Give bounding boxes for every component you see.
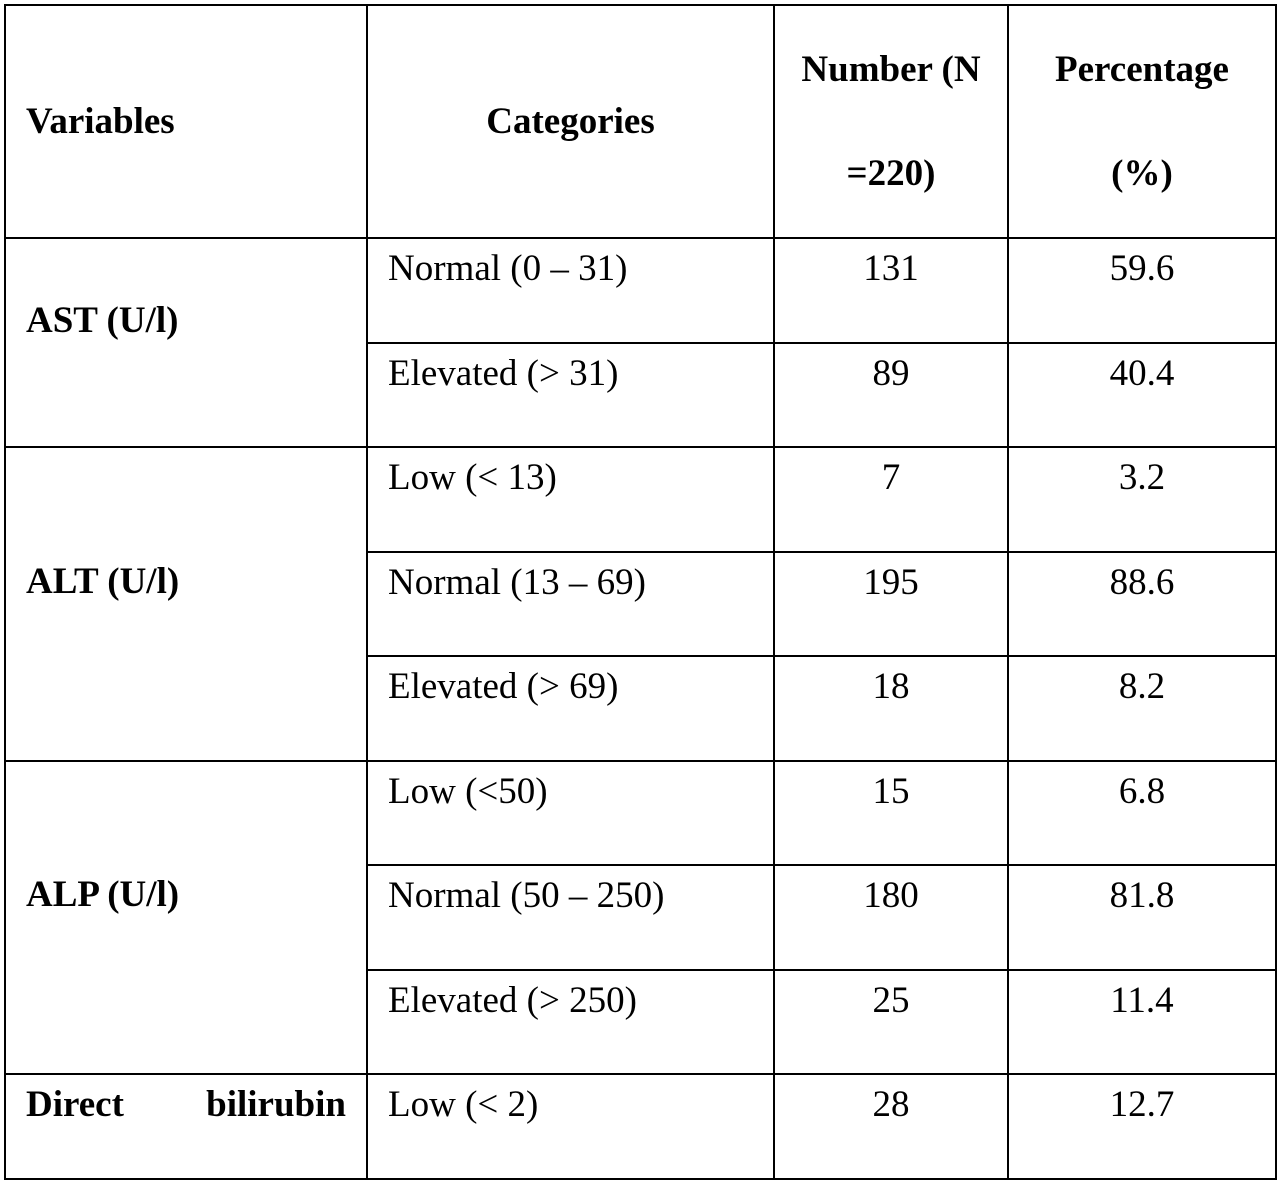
percentage-cell: 40.4 [1007,341,1277,448]
variable-cell: ALT (U/l) [4,446,368,762]
table-row: Normal (50 – 250) 180 81.8 [5,864,1277,971]
table-row: AST (U/l) Normal (0 – 31) 131 59.6 [4,237,1277,448]
table-row: Elevated (> 250) 25 11.4 [5,968,1277,1075]
variable-cell: ALP (U/l) [4,759,368,1075]
percentage-cell: 81.8 [1007,864,1277,971]
percentage-cell: 12.7 [1007,1073,1277,1180]
number-cell: 89 [773,341,1009,448]
number-cell: 131 [773,237,1009,344]
number-cell: 15 [773,759,1009,866]
table-row: Elevated (> 69) 18 8.2 [5,655,1277,762]
table-row: Direct bilirubin Low (< 2) 28 12.7 [4,1073,1277,1180]
category-cell: Low (< 2) [366,1073,775,1180]
category-cell: Normal (50 – 250) [366,864,775,971]
category-cell: Low (<50) [366,759,775,866]
number-cell: 28 [773,1073,1009,1180]
category-cell: Normal (0 – 31) [366,237,775,344]
variable-cell: Direct bilirubin [4,1073,368,1180]
category-cell: Low (< 13) [366,446,775,553]
table-row: Normal (13 – 69) 195 88.6 [5,550,1277,657]
table-row: ALP (U/l) Low (<50) 15 6.8 [4,759,1277,1075]
number-cell: 195 [773,550,1009,657]
category-cell: Elevated (> 250) [366,968,775,1075]
category-cell: Elevated (> 31) [366,341,775,448]
percentage-cell: 8.2 [1007,655,1277,762]
header-cell: Categories [366,4,775,239]
variable-cell: AST (U/l) [4,237,368,448]
header-row: Variables Categories Number (N =220) Per… [4,4,1277,239]
percentage-cell: 59.6 [1007,237,1277,344]
number-cell: 18 [773,655,1009,762]
percentage-cell: 6.8 [1007,759,1277,866]
header-cell: Variables [4,4,368,239]
category-cell: Normal (13 – 69) [366,550,775,657]
percentage-cell: 3.2 [1007,446,1277,553]
header-cell: Number (N =220) [773,4,1009,239]
header-cell: Percentage (%) [1007,4,1277,239]
table-row: ALT (U/l) Low (< 13) 7 3.2 [4,446,1277,762]
category-cell: Elevated (> 69) [366,655,775,762]
number-cell: 7 [773,446,1009,553]
percentage-cell: 11.4 [1007,968,1277,1075]
table-row: Elevated (> 31) 89 40.4 [5,341,1277,448]
number-cell: 180 [773,864,1009,971]
data-table: Variables Categories Number (N =220) Per… [4,4,1277,1180]
number-cell: 25 [773,968,1009,1075]
table-body: AST (U/l) Normal (0 – 31) 131 59.6 Elevated … [4,237,1277,1180]
percentage-cell: 88.6 [1007,550,1277,657]
